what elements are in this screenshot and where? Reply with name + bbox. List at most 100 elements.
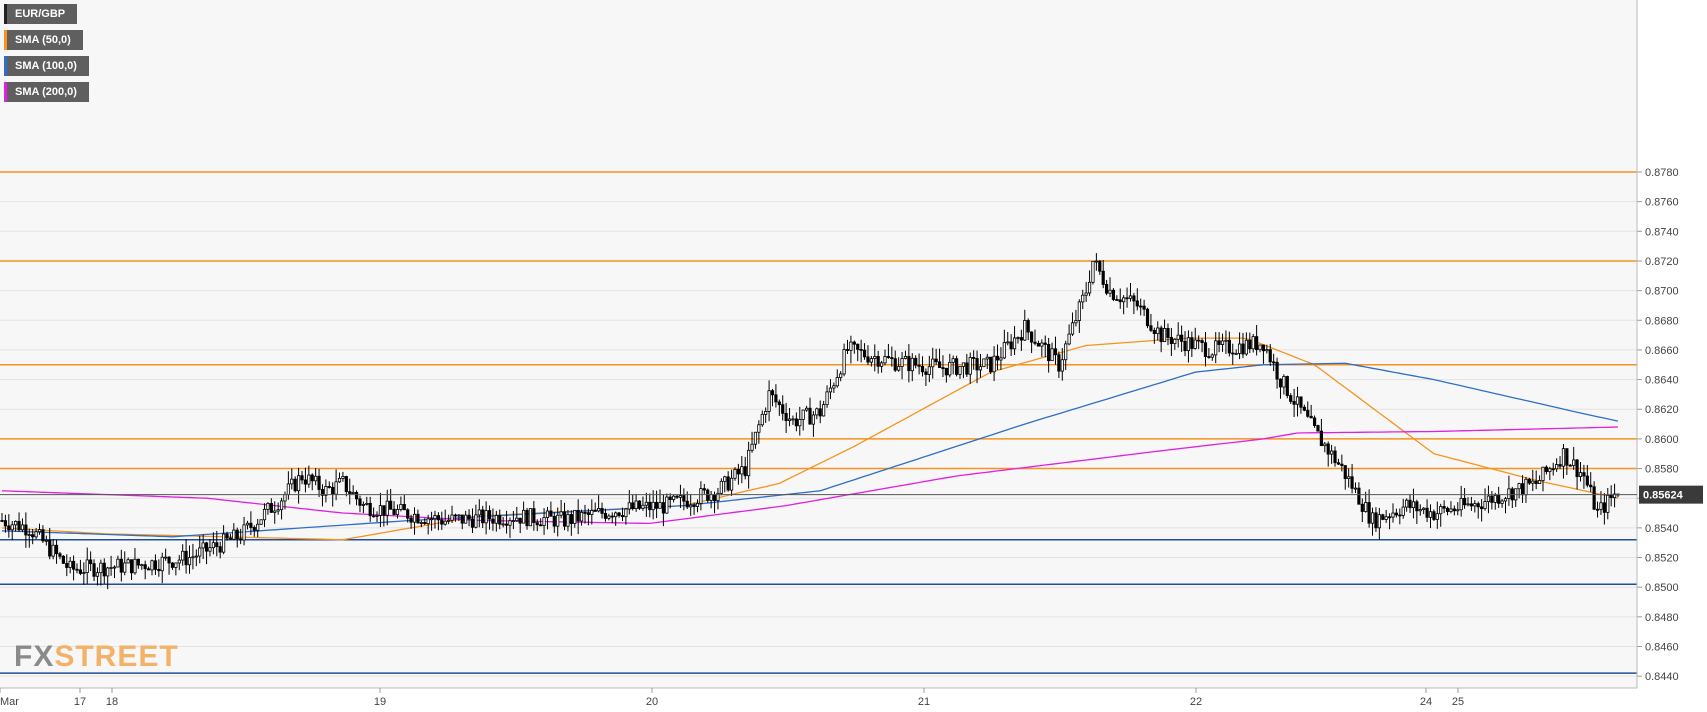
candle-body-90: [307, 474, 311, 485]
candle-body-88: [300, 475, 304, 481]
candle-body-239: [815, 408, 819, 416]
candle-body-321: [1094, 260, 1098, 263]
candle-body-97: [331, 486, 335, 495]
candle-body-325: [1108, 289, 1112, 294]
candle-body-299: [1019, 337, 1023, 341]
candle-body-129: [440, 519, 444, 525]
candle-body-437: [1490, 495, 1494, 503]
y-tick-label-0.8540: 0.8540: [1645, 523, 1679, 535]
legend-item-sma50[interactable]: SMA (50,0): [4, 30, 89, 50]
candle-body-175: [597, 508, 601, 512]
candle-body-272: [927, 366, 931, 375]
candle-body-403: [1374, 512, 1378, 529]
candle-body-269: [917, 364, 921, 367]
candle-body-195: [665, 496, 669, 514]
candle-body-2: [7, 525, 11, 531]
candle-body-358: [1220, 340, 1225, 345]
candle-body-164: [559, 511, 563, 516]
candle-body-145: [494, 515, 498, 524]
candle-body-349: [1190, 337, 1194, 349]
candle-body-118: [402, 504, 406, 511]
candle-body-260: [886, 356, 891, 358]
candle-body-278: [948, 361, 952, 376]
candle-body-320: [1091, 260, 1095, 283]
candle-body-220: [750, 443, 754, 451]
candle-body-447: [1524, 478, 1528, 496]
current-price-tag: 0.85624: [0, 485, 1703, 504]
candle-body-70: [239, 538, 243, 541]
x-tick-label-20: 20: [646, 696, 658, 708]
candle-body-124: [423, 522, 427, 525]
candle-body-305: [1040, 342, 1044, 347]
candle-body-151: [515, 517, 519, 522]
candle-body-284: [968, 357, 972, 375]
candle-body-331: [1128, 295, 1133, 299]
candle-body-59: [201, 542, 205, 549]
candle-body-316: [1077, 301, 1081, 321]
candle-body-468: [1595, 508, 1600, 511]
candle-body-180: [614, 512, 618, 518]
candle-body-46: [157, 569, 161, 572]
candle-body-464: [1582, 472, 1586, 477]
candle-body-77: [262, 508, 267, 521]
candle-body-37: [126, 559, 130, 564]
candle-body-98: [334, 481, 338, 495]
candle-body-184: [627, 502, 631, 510]
legend-item-pair[interactable]: EUR/GBP: [4, 4, 89, 24]
candle-body-96: [327, 486, 331, 488]
candle-body-296: [1009, 341, 1013, 350]
candle-body-170: [579, 511, 584, 522]
candle-body-238: [811, 414, 816, 425]
candle-body-285: [972, 357, 976, 359]
logo-part-street: STREET: [54, 640, 179, 673]
candle-body-189: [644, 501, 648, 506]
candle-body-137: [467, 514, 471, 520]
candle-body-326: [1111, 289, 1116, 300]
candle-body-228: [777, 401, 781, 406]
candle-body-1: [3, 520, 8, 527]
candle-body-343: [1169, 337, 1173, 344]
candle-body-209: [712, 494, 717, 502]
support-resistance-lines: [0, 171, 1637, 674]
legend-item-sma200[interactable]: SMA (200,0): [4, 82, 89, 102]
candle-body-74: [252, 527, 256, 531]
candle-body-18: [61, 555, 65, 564]
candle-body-201: [685, 500, 689, 508]
candle-body-432: [1473, 503, 1477, 507]
candle-body-147: [501, 523, 505, 526]
candle-body-26: [89, 559, 93, 565]
candle-body-174: [593, 510, 597, 512]
candle-body-60: [204, 542, 209, 552]
candle-body-241: [822, 404, 826, 417]
candle-body-426: [1452, 508, 1456, 512]
candle-body-381: [1299, 396, 1303, 408]
candle-body-364: [1241, 343, 1245, 355]
candle-body-100: [341, 476, 345, 479]
candle-body-338: [1152, 329, 1156, 334]
candle-body-393: [1340, 463, 1344, 466]
candle-body-127: [433, 515, 437, 520]
candle-body-12: [41, 529, 45, 542]
candle-body-347: [1183, 340, 1187, 352]
candle-body-53: [181, 550, 185, 561]
candle-body-221: [753, 431, 758, 445]
candle-body-80: [273, 510, 277, 513]
candle-body-11: [37, 529, 42, 533]
candle-body-115: [392, 508, 396, 515]
candle-body-322: [1098, 260, 1102, 272]
y-tick-label-0.8660: 0.8660: [1645, 345, 1679, 357]
current-price-box: [1639, 485, 1703, 504]
legend-item-sma100[interactable]: SMA (100,0): [4, 56, 89, 76]
candle-body-277: [944, 367, 948, 376]
candle-body-367: [1251, 336, 1255, 350]
candle-body-441: [1503, 498, 1508, 502]
candle-body-214: [729, 477, 734, 491]
candle-body-54: [184, 550, 188, 566]
candle-body-178: [607, 515, 611, 519]
candle-body-319: [1087, 281, 1092, 294]
candle-body-371: [1265, 349, 1269, 352]
candle-body-207: [706, 489, 710, 501]
candle-body-422: [1439, 506, 1443, 515]
candle-body-140: [477, 509, 481, 516]
candle-body-451: [1537, 480, 1542, 484]
